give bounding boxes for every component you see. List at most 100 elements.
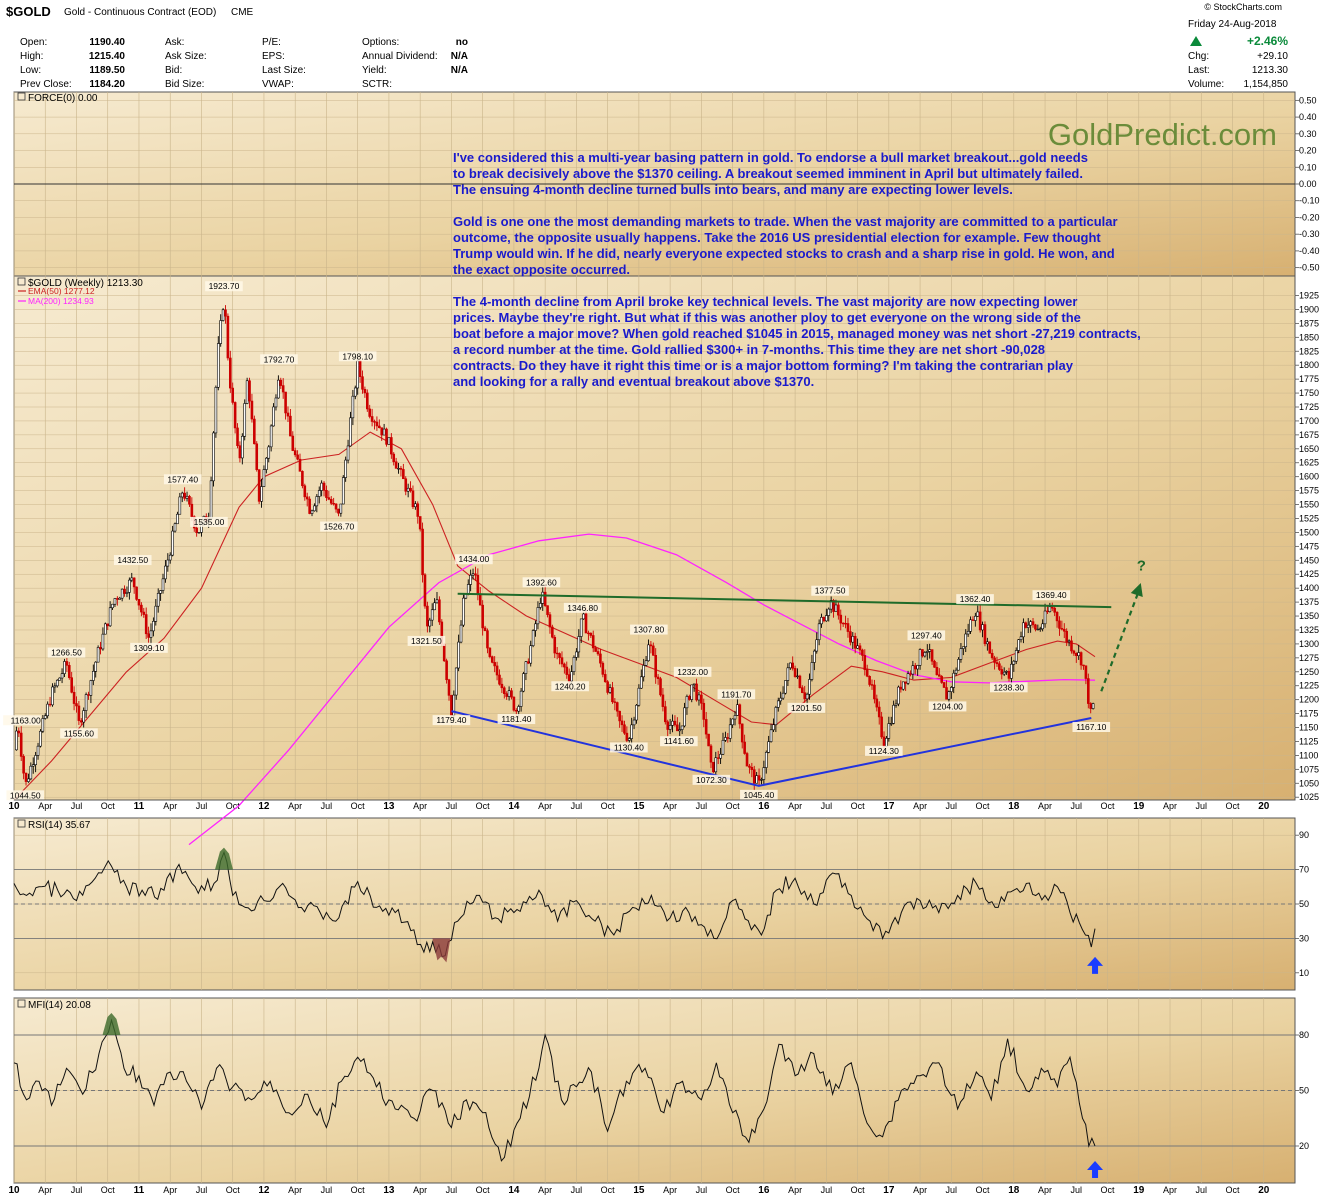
y-tick-label: 1275: [1299, 653, 1319, 663]
candle-body: [794, 668, 796, 676]
candle-body: [561, 658, 563, 664]
y-tick-label: 1400: [1299, 583, 1319, 593]
candle-body: [607, 682, 609, 693]
candle-body: [797, 676, 799, 677]
price-label: 1045.40: [743, 790, 774, 800]
candle-body: [592, 635, 594, 647]
x-tick-label: 19: [1133, 801, 1145, 812]
quote-label: P/E:: [262, 37, 281, 48]
x-tick-label: Jul: [71, 1185, 83, 1195]
candle-body: [347, 446, 349, 460]
candle-body: [256, 444, 258, 470]
candle-body: [787, 668, 789, 681]
candle-body: [131, 578, 133, 580]
candle-body: [643, 665, 645, 676]
x-tick-label: Oct: [1101, 801, 1116, 811]
candle-body: [583, 614, 585, 619]
quote-label: Annual Dividend:: [362, 51, 438, 62]
candle-body: [299, 459, 301, 471]
price-label: 1369.40: [1036, 590, 1067, 600]
candle-body: [128, 580, 130, 592]
candle-body: [496, 666, 498, 675]
x-tick-label: 13: [383, 801, 395, 812]
y-tick-label: 1225: [1299, 681, 1319, 691]
y-tick-label: 1750: [1299, 388, 1319, 398]
candle-body: [174, 524, 176, 531]
candle-body: [253, 419, 255, 444]
y-tick-label: 70: [1299, 865, 1309, 875]
candle-body: [143, 612, 145, 614]
candle-body: [556, 653, 558, 654]
y-tick-label: 0.20: [1299, 146, 1317, 156]
candle-body: [760, 779, 762, 780]
quote-value: no: [456, 37, 468, 48]
candle-body: [508, 691, 510, 697]
candle-body: [140, 605, 142, 612]
candle-body: [467, 584, 469, 593]
candle-body: [977, 612, 979, 616]
candle-body: [210, 481, 212, 519]
candle-body: [422, 529, 424, 575]
candle-body: [1037, 629, 1039, 630]
candle-body: [948, 692, 950, 700]
y-tick-label: 1600: [1299, 472, 1319, 482]
candle-body: [438, 600, 440, 622]
x-tick-label: 16: [758, 801, 770, 812]
candle-body: [986, 642, 988, 644]
candle-body: [366, 393, 368, 409]
watermark: GoldPredict.com: [1048, 117, 1277, 152]
quote-label: Prev Close:: [20, 79, 72, 90]
quote-label: Options:: [362, 37, 399, 48]
x-tick-label: Apr: [1038, 1185, 1052, 1195]
y-tick-label: -0.10: [1299, 196, 1320, 206]
commentary-line: a record number at the time. Gold rallie…: [453, 342, 1045, 357]
x-tick-label: Jul: [196, 801, 208, 811]
x-tick-label: 15: [633, 1185, 645, 1196]
candle-body: [972, 620, 974, 621]
candle-body: [650, 645, 652, 646]
candle-body: [1087, 679, 1089, 704]
price-label: 1792.70: [264, 354, 295, 364]
candle-body: [340, 504, 342, 513]
candle-body: [621, 721, 623, 725]
commentary-paragraph: I've considered this a multi-year basing…: [453, 150, 1088, 197]
candle-body: [809, 679, 811, 694]
x-tick-label: Apr: [38, 1185, 52, 1195]
candle-body: [756, 776, 758, 784]
y-tick-label: -0.20: [1299, 212, 1320, 222]
candle-body: [520, 691, 522, 706]
candle-body: [681, 726, 683, 730]
candle-body: [578, 637, 580, 652]
candle-body: [212, 433, 214, 481]
candle-body: [609, 688, 611, 693]
x-tick-label: Oct: [101, 801, 116, 811]
candle-body: [51, 687, 53, 705]
candle-body: [78, 706, 80, 721]
candle-body: [845, 623, 847, 624]
quote-label: Ask Size:: [165, 51, 207, 62]
candle-body: [970, 620, 972, 632]
candle-body: [450, 695, 452, 715]
y-tick-label: 0.00: [1299, 179, 1317, 189]
candle-body: [112, 604, 114, 608]
candle-body: [722, 740, 724, 754]
candle-body: [181, 493, 183, 497]
candle-body: [246, 381, 248, 404]
candle-body: [121, 589, 123, 598]
candle-body: [955, 670, 957, 673]
candle-body: [537, 607, 539, 623]
candle-body: [1042, 624, 1044, 629]
y-tick-label: 1575: [1299, 486, 1319, 496]
candle-body: [768, 742, 770, 753]
candle-body: [792, 663, 794, 668]
candle-body: [878, 707, 880, 717]
y-tick-label: 30: [1299, 933, 1309, 943]
y-tick-label: 1375: [1299, 597, 1319, 607]
candle-body: [23, 756, 25, 773]
candle-body: [470, 575, 472, 584]
candle-body: [54, 686, 56, 687]
candle-body: [982, 625, 984, 630]
candle-body: [116, 598, 118, 599]
legend-label: EMA(50) 1277.12: [28, 286, 95, 296]
candle-body: [734, 715, 736, 719]
